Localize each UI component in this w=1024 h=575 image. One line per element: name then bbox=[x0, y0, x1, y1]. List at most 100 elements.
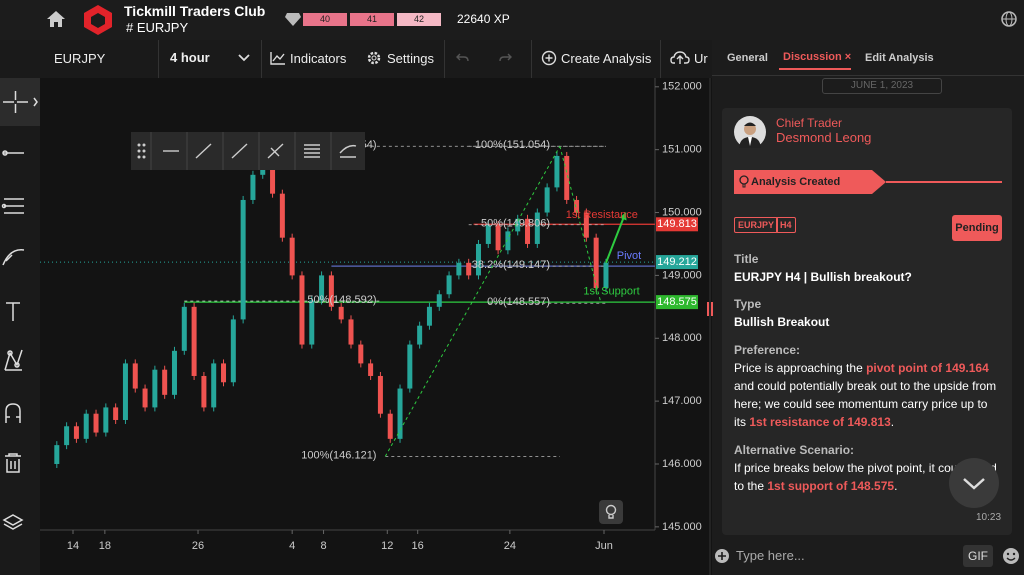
candle bbox=[250, 174, 256, 200]
text-run: and could potentially break out to the u… bbox=[734, 379, 997, 429]
undo-redo[interactable] bbox=[456, 52, 516, 64]
tab[interactable]: General bbox=[727, 52, 768, 64]
candle bbox=[446, 275, 452, 295]
indicators-button[interactable]: Indicators bbox=[290, 51, 347, 66]
tab-active[interactable]: Discussion × bbox=[783, 51, 851, 63]
x-tick-label: 14 bbox=[67, 540, 79, 552]
fib-label: 100%(146.121) bbox=[301, 449, 376, 461]
x-tick-label: 26 bbox=[192, 540, 204, 552]
message-input[interactable]: Type here... bbox=[736, 548, 805, 563]
candle bbox=[122, 363, 128, 420]
y-tick-label: 147.000 bbox=[662, 395, 702, 407]
resize-handle[interactable] bbox=[705, 302, 715, 316]
text-run: . bbox=[894, 479, 898, 493]
tab[interactable]: Edit Analysis bbox=[865, 52, 934, 64]
candle bbox=[162, 369, 168, 395]
candle bbox=[309, 300, 315, 345]
candle bbox=[544, 187, 550, 213]
analysis-type: Bullish Breakout bbox=[734, 315, 830, 329]
candle bbox=[113, 407, 119, 420]
create-icon bbox=[541, 50, 557, 66]
candle bbox=[515, 218, 521, 232]
symbol[interactable]: EURJPY bbox=[54, 51, 106, 66]
add-icon[interactable] bbox=[714, 548, 730, 564]
rank-icon bbox=[285, 13, 301, 26]
top-bar bbox=[0, 0, 1024, 40]
candle bbox=[201, 375, 207, 408]
date-chip: JUNE 1, 2023 bbox=[822, 78, 942, 94]
highlight-text: 1st resistance of 149.813 bbox=[749, 415, 891, 429]
gif-button[interactable]: GIF bbox=[963, 545, 993, 567]
price-tag-label: 149.212 bbox=[657, 256, 697, 268]
author-name: Desmond Leong bbox=[776, 130, 872, 145]
candle bbox=[319, 275, 325, 301]
candle bbox=[466, 262, 472, 276]
channel: # EURJPY bbox=[126, 20, 189, 35]
price-tag bbox=[656, 255, 698, 270]
tag: H4 bbox=[776, 217, 796, 233]
price-tag bbox=[656, 295, 698, 310]
x-tick-label: 18 bbox=[99, 540, 111, 552]
text-run: Price is approaching the bbox=[734, 361, 867, 375]
x-tick-label: Jun bbox=[595, 540, 613, 552]
candle bbox=[93, 413, 99, 433]
logo bbox=[84, 5, 112, 35]
x-tick-label: 24 bbox=[504, 540, 516, 552]
indicators-icon bbox=[270, 52, 285, 65]
arrow-line bbox=[605, 212, 627, 264]
scroll-down-button[interactable] bbox=[949, 458, 999, 508]
candle bbox=[456, 262, 462, 276]
candle bbox=[426, 306, 432, 326]
create-analysis-button[interactable]: Create Analysis bbox=[561, 51, 652, 66]
separator bbox=[444, 40, 445, 78]
candle bbox=[534, 212, 540, 244]
price-tag bbox=[656, 217, 698, 232]
candle bbox=[240, 199, 246, 320]
upload-button[interactable]: Ur bbox=[694, 51, 708, 66]
y-tick-label: 146.000 bbox=[662, 458, 702, 470]
xp-levels: 40 41 42 bbox=[303, 13, 441, 26]
candle bbox=[338, 306, 344, 320]
home-icon[interactable] bbox=[46, 10, 66, 28]
candle bbox=[358, 344, 364, 364]
candle bbox=[171, 350, 177, 395]
candle bbox=[397, 388, 403, 439]
emoji-icon[interactable] bbox=[1002, 547, 1020, 565]
drawing-tools[interactable] bbox=[0, 78, 40, 548]
candle bbox=[387, 413, 393, 439]
candle bbox=[73, 426, 79, 439]
highlight-text: 1st support of 148.575 bbox=[767, 479, 895, 493]
status-banner: Analysis Created bbox=[751, 176, 841, 188]
fib-label: 0%(148.557) bbox=[487, 296, 550, 308]
separator bbox=[158, 40, 159, 78]
candle bbox=[368, 363, 374, 376]
candle bbox=[603, 262, 609, 288]
candle bbox=[564, 155, 570, 200]
candle bbox=[593, 237, 599, 288]
candle bbox=[495, 225, 501, 251]
field-label: Preference: bbox=[734, 343, 801, 357]
globe-icon[interactable] bbox=[1000, 10, 1018, 28]
separator bbox=[660, 40, 661, 78]
candle bbox=[554, 155, 560, 188]
candle bbox=[181, 306, 187, 351]
candle bbox=[54, 445, 60, 464]
trend-line bbox=[384, 146, 561, 457]
hint-button[interactable] bbox=[599, 500, 623, 524]
y-tick-label: 145.000 bbox=[662, 521, 702, 533]
x-tick-label: 4 bbox=[289, 540, 295, 552]
settings-button[interactable]: Settings bbox=[387, 51, 434, 66]
candle bbox=[132, 363, 138, 389]
status-banner-shape bbox=[734, 170, 1002, 194]
candle bbox=[505, 231, 511, 251]
tab-close[interactable]: × bbox=[844, 51, 852, 63]
candle bbox=[142, 388, 148, 408]
field-label: Alternative Scenario: bbox=[734, 443, 855, 457]
candle bbox=[230, 319, 236, 383]
x-tick-label: 12 bbox=[381, 540, 393, 552]
interval[interactable]: 4 hour bbox=[170, 50, 210, 65]
arrow-head bbox=[619, 212, 627, 221]
candle bbox=[191, 306, 197, 376]
price-tag-label: 148.575 bbox=[657, 296, 697, 308]
